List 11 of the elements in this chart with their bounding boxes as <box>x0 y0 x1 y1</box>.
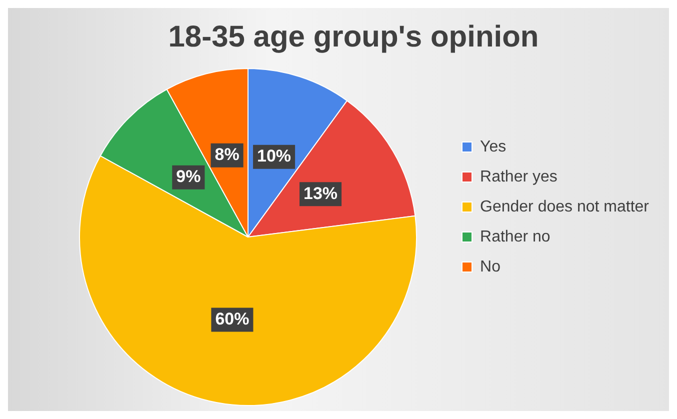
legend-label: Gender does not matter <box>480 198 650 216</box>
chart-title: 18-35 age group's opinion <box>168 20 539 54</box>
data-label: 10% <box>257 146 292 166</box>
legend-label: No <box>480 258 501 276</box>
data-label: 8% <box>214 145 240 164</box>
data-label: 60% <box>215 309 250 328</box>
legend-label: Rather yes <box>480 168 558 186</box>
data-label: 13% <box>304 184 338 203</box>
legend-label: Rather no <box>480 228 550 246</box>
data-label: 9% <box>176 167 201 186</box>
legend-label: Yes <box>480 138 506 156</box>
